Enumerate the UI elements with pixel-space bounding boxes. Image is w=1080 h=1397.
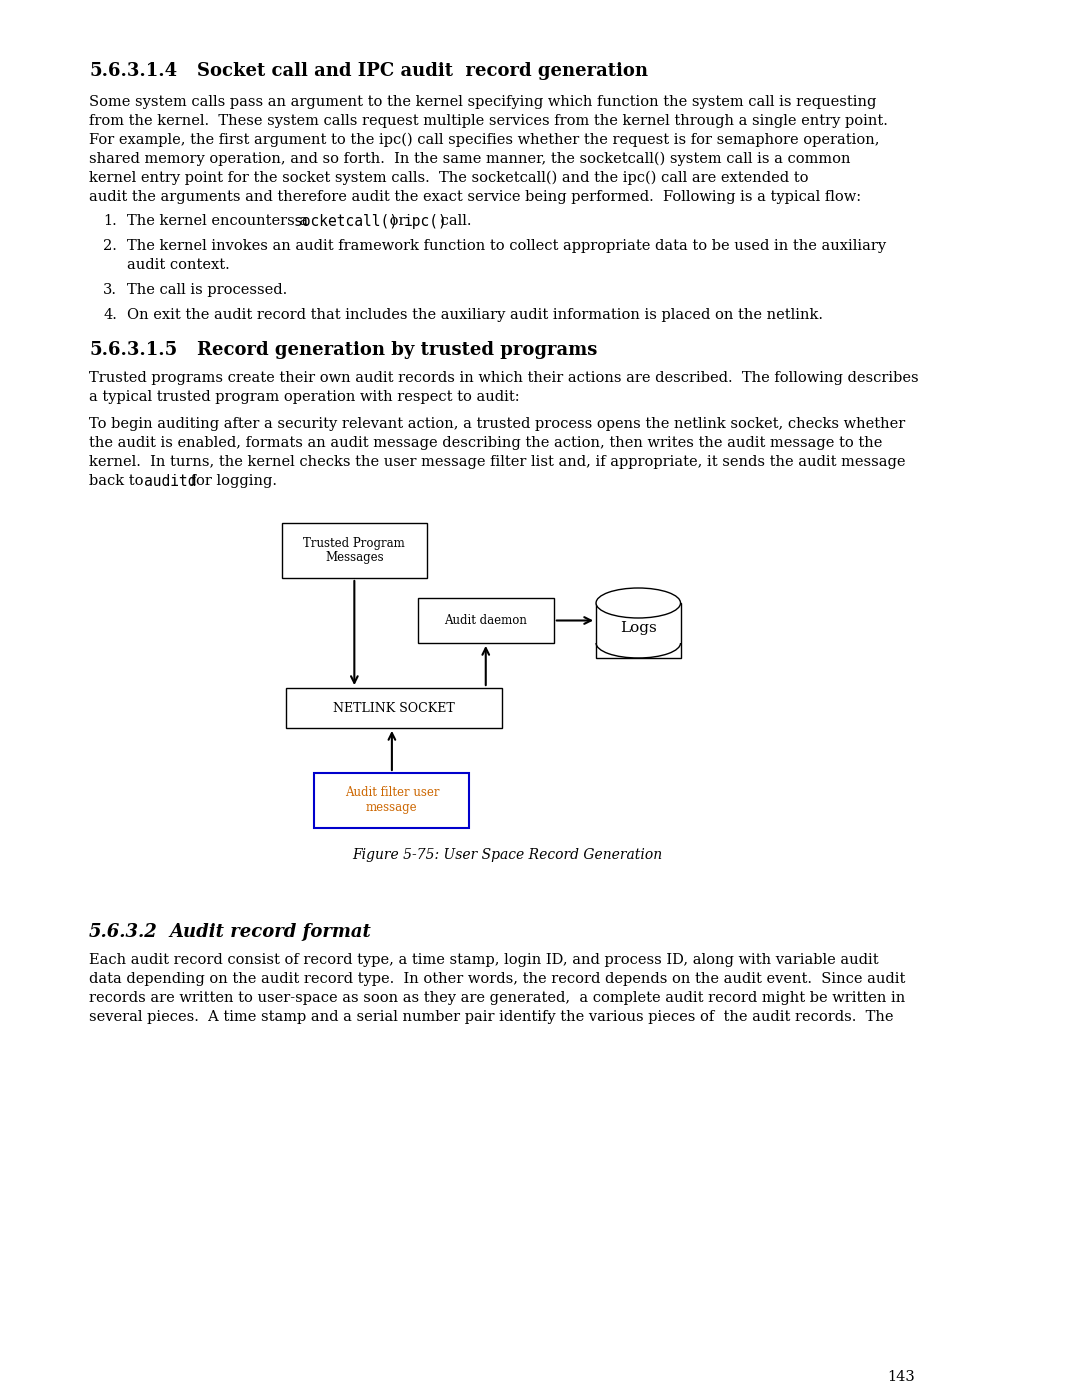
Text: a typical trusted program operation with respect to audit:: a typical trusted program operation with…: [90, 390, 519, 404]
Text: 1.: 1.: [104, 214, 117, 228]
Text: NETLINK SOCKET: NETLINK SOCKET: [334, 701, 455, 714]
Text: socketcall(): socketcall(): [294, 214, 399, 229]
Ellipse shape: [596, 588, 680, 617]
Text: back to: back to: [90, 474, 148, 488]
Text: shared memory operation, and so forth.  In the same manner, the socketcall() sys: shared memory operation, and so forth. I…: [90, 152, 851, 166]
Text: Record generation by trusted programs: Record generation by trusted programs: [198, 341, 597, 359]
Text: kernel entry point for the socket system calls.  The socketcall() and the ipc() : kernel entry point for the socket system…: [90, 170, 809, 186]
Text: The kernel invokes an audit framework function to collect appropriate data to be: The kernel invokes an audit framework fu…: [126, 239, 886, 253]
FancyBboxPatch shape: [282, 522, 427, 578]
Text: 5.6.3.1.5: 5.6.3.1.5: [90, 341, 177, 359]
Text: auditd: auditd: [144, 474, 197, 489]
Text: The call is processed.: The call is processed.: [126, 284, 287, 298]
Text: Audit daemon: Audit daemon: [444, 615, 527, 627]
Text: Each audit record consist of record type, a time stamp, login ID, and process ID: Each audit record consist of record type…: [90, 953, 879, 967]
Text: 2.: 2.: [104, 239, 117, 253]
Text: data depending on the audit record type.  In other words, the record depends on : data depending on the audit record type.…: [90, 972, 905, 986]
Text: from the kernel.  These system calls request multiple services from the kernel t: from the kernel. These system calls requ…: [90, 115, 888, 129]
Text: records are written to user-space as soon as they are generated,  a complete aud: records are written to user-space as soo…: [90, 990, 905, 1004]
Text: Trusted Program
Messages: Trusted Program Messages: [303, 536, 405, 564]
Text: several pieces.  A time stamp and a serial number pair identify the various piec: several pieces. A time stamp and a seria…: [90, 1010, 893, 1024]
FancyBboxPatch shape: [314, 773, 470, 828]
Text: 143: 143: [888, 1370, 915, 1384]
Text: audit the arguments and therefore audit the exact service being performed.  Foll: audit the arguments and therefore audit …: [90, 190, 861, 204]
Text: Some system calls pass an argument to the kernel specifying which function the s: Some system calls pass an argument to th…: [90, 95, 877, 109]
Text: To begin auditing after a security relevant action, a trusted process opens the : To begin auditing after a security relev…: [90, 416, 905, 432]
Text: On exit the audit record that includes the auxiliary audit information is placed: On exit the audit record that includes t…: [126, 307, 823, 321]
Text: For example, the first argument to the ipc() call specifies whether the request : For example, the first argument to the i…: [90, 133, 880, 148]
Text: Audit filter user
message: Audit filter user message: [345, 787, 440, 814]
Text: 5.6.3.1.4: 5.6.3.1.4: [90, 61, 177, 80]
Text: 4.: 4.: [104, 307, 117, 321]
Text: Audit record format: Audit record format: [168, 923, 370, 942]
Bar: [596, 604, 680, 658]
Text: for logging.: for logging.: [186, 474, 276, 488]
Text: audit context.: audit context.: [126, 258, 229, 272]
Text: 5.6.3.2: 5.6.3.2: [90, 923, 158, 942]
Text: ipc(): ipc(): [404, 214, 447, 229]
FancyBboxPatch shape: [418, 598, 554, 643]
Text: or: or: [384, 214, 410, 228]
Text: call.: call.: [436, 214, 472, 228]
Text: kernel.  In turns, the kernel checks the user message filter list and, if approp: kernel. In turns, the kernel checks the …: [90, 455, 906, 469]
Text: Figure 5-75: User Space Record Generation: Figure 5-75: User Space Record Generatio…: [352, 848, 662, 862]
Text: Trusted programs create their own audit records in which their actions are descr: Trusted programs create their own audit …: [90, 372, 919, 386]
Text: Logs: Logs: [620, 622, 657, 636]
Text: the audit is enabled, formats an audit message describing the action, then write: the audit is enabled, formats an audit m…: [90, 436, 882, 450]
Text: 3.: 3.: [104, 284, 118, 298]
Text: Socket call and IPC audit  record generation: Socket call and IPC audit record generat…: [198, 61, 648, 80]
Text: The kernel encounters a: The kernel encounters a: [126, 214, 312, 228]
FancyBboxPatch shape: [286, 687, 502, 728]
